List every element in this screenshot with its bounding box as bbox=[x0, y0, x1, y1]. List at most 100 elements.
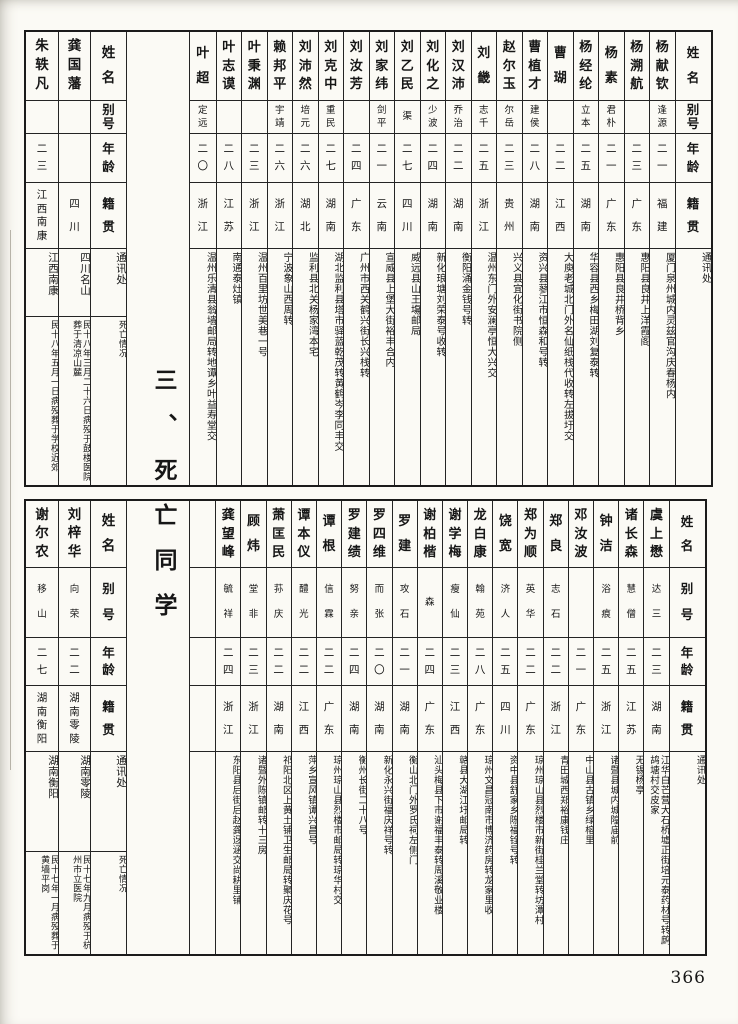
header-cell-alias: 别号 bbox=[669, 567, 705, 637]
cell-native: 浙江 bbox=[543, 685, 568, 751]
cell-age: 二二 bbox=[446, 133, 471, 182]
cell-age: 二〇 bbox=[367, 637, 392, 685]
person-column: 谭根信霖二二广东琼州琼山县烈楼市邮局转琼华村交 bbox=[315, 501, 342, 954]
cell-alias: 攻石 bbox=[392, 567, 417, 637]
cell-name: 刘沛然 bbox=[293, 32, 318, 100]
char-stack: 谭本仪 bbox=[297, 508, 311, 560]
char-stack: 刘梓华 bbox=[67, 506, 82, 560]
person-column: 刘沛然培元二六湖北监利县北关杨家湾本宅 bbox=[292, 32, 318, 485]
char-stack: 二六 bbox=[300, 143, 311, 173]
char-stack: 杨素 bbox=[604, 46, 618, 86]
cell-alias: 建侯 bbox=[522, 100, 547, 133]
cell-native: 四川 bbox=[395, 182, 420, 248]
cell-name: 杨素 bbox=[599, 32, 624, 100]
cell-native: 江西 bbox=[548, 182, 573, 248]
char-stack: 湖南 bbox=[651, 701, 662, 736]
char-stack: 杨溯航 bbox=[630, 39, 644, 93]
cell-address: 四川名山 bbox=[59, 248, 90, 316]
cell-native: 广东 bbox=[599, 182, 624, 248]
cell-alias: 移山 bbox=[26, 567, 58, 637]
cell-name: 罗建绩 bbox=[342, 501, 366, 567]
cell-address: 萍乡宣风镇谭兴昌号 bbox=[291, 751, 316, 954]
char-stack bbox=[625, 101, 650, 133]
char-stack: 刘畿 bbox=[477, 46, 491, 86]
vertical-text: 死亡情况 bbox=[117, 320, 126, 358]
char-stack bbox=[190, 638, 215, 685]
cell-age: 二六 bbox=[293, 133, 318, 182]
person-column: 叶秉渊二三浙江温州百里坊世美巷一号 bbox=[241, 32, 267, 485]
char-stack bbox=[344, 101, 369, 133]
cell-age: 二三 bbox=[442, 637, 468, 685]
cell-age: 二五 bbox=[471, 133, 496, 182]
cell-address: 衡阳涌金钱号转 bbox=[446, 248, 471, 485]
char-stack: 谢柏楷 bbox=[423, 508, 437, 560]
cell-alias bbox=[568, 567, 593, 637]
char-stack: 四川 bbox=[69, 198, 80, 233]
vertical-text: 民十七年九月病殁于杭州市立医院 bbox=[71, 855, 90, 950]
cell-age: 二四 bbox=[216, 637, 241, 685]
char-stack: 二一 bbox=[399, 647, 410, 676]
bottom-table: 谢尔农移山二七湖南衡阳湖南衡阳 民十七年一月病殁葬于黄墙平岗刘梓华向荣二二湖南零陵… bbox=[24, 499, 707, 956]
cell-age: 二一 bbox=[369, 133, 394, 182]
char-stack: 谢尔农 bbox=[35, 506, 49, 560]
char-stack: 向荣 bbox=[69, 584, 80, 621]
cell-alias bbox=[242, 100, 267, 133]
char-stack: 二二 bbox=[550, 647, 561, 676]
cell-address: 湖南零陵 bbox=[59, 751, 90, 851]
cell-name: 龙白康 bbox=[468, 501, 492, 567]
person-column: 谢柏楷森二四广东汕头梅县下市谢福丰泰转周溪敬业楼 bbox=[416, 501, 442, 954]
char-stack: 翰苑 bbox=[475, 584, 485, 621]
person-column: 叶超定远二〇浙江温州乐清县翁墙邮局转地谭乡叶益寿堂交 bbox=[190, 32, 216, 485]
char-stack: 龚国藩 bbox=[67, 38, 82, 93]
char-stack: 广东 bbox=[424, 701, 436, 736]
char-stack: 湖南 bbox=[529, 198, 541, 233]
char-stack: 重民 bbox=[325, 105, 336, 129]
char-stack: 二三 bbox=[651, 647, 662, 676]
char-stack: 培元 bbox=[300, 105, 310, 129]
cell-age: 二七 bbox=[318, 133, 343, 182]
cell-alias bbox=[624, 100, 650, 133]
vertical-text: 诸暨外陈镇邮转十三房 bbox=[255, 755, 266, 855]
cell-address: 惠阳县良井上洋霞阁 bbox=[624, 248, 649, 485]
person-column: 谢尔农移山二七湖南衡阳湖南衡阳 民十七年一月病殁葬于黄墙平岗 bbox=[26, 501, 58, 954]
cell-alias: 宇靖 bbox=[267, 100, 292, 133]
char-stack: 逢源 bbox=[657, 105, 667, 129]
cell-address bbox=[190, 751, 216, 954]
cell-alias: 醴光 bbox=[291, 567, 316, 637]
cell-native: 广东 bbox=[344, 182, 369, 248]
char-stack: 二一 bbox=[657, 143, 668, 173]
cell-death: 民十八年三月二十六日病殁于鼓楼医院葬于清凉山麓 bbox=[59, 316, 90, 485]
person-column: 刘化之少波二四湖南新化琅塘刘荣泰号收转 bbox=[419, 32, 445, 485]
cell-alias: 逢源 bbox=[650, 100, 675, 133]
vertical-text: 萍乡宣风镇谭兴昌号 bbox=[305, 755, 316, 845]
char-stack: 二四 bbox=[427, 143, 439, 173]
char-stack: 浙江 bbox=[478, 198, 490, 233]
cell-name: 诸长森 bbox=[619, 501, 643, 567]
char-stack: 慧僧 bbox=[626, 584, 637, 621]
char-stack: 刘汉沛 bbox=[451, 39, 465, 93]
person-column: 郑为顺英华二二广东琼州琼山县烈楼市新街桂兰堂转坊潭村 bbox=[517, 501, 543, 954]
char-stack: 二三 bbox=[449, 647, 461, 676]
vertical-text: 无锡杨亭 bbox=[633, 755, 644, 795]
cell-native: 广东 bbox=[417, 685, 442, 751]
cell-name: 曹植才 bbox=[523, 32, 548, 100]
cell-name: 杨溯航 bbox=[625, 32, 650, 100]
cell-native: 浙江 bbox=[242, 182, 267, 248]
char-stack: 罗建 bbox=[398, 514, 412, 554]
cell-age: 二三 bbox=[624, 133, 649, 182]
char-stack: 努亲 bbox=[349, 584, 359, 621]
cell-native: 福建 bbox=[650, 182, 675, 248]
char-stack: 志石 bbox=[550, 584, 561, 621]
person-column: 龚国藩四川四川名山 民十八年三月二十六日病殁于鼓楼医院葬于清凉山麓 bbox=[58, 32, 90, 485]
char-stack: 荪庆 bbox=[273, 584, 284, 621]
char-stack: 浙江 bbox=[550, 701, 561, 736]
cell-address: 宣威县上堡大街裕丰合内 bbox=[369, 248, 394, 485]
cell-address: 南通泰灶镇 bbox=[216, 248, 241, 485]
cell-name bbox=[190, 501, 215, 567]
cell-alias: 立本 bbox=[573, 100, 598, 133]
cell-age: 二五 bbox=[594, 637, 619, 685]
cell-native: 广东 bbox=[624, 182, 649, 248]
cell-age: 二八 bbox=[522, 133, 547, 182]
cell-age: 二二 bbox=[548, 133, 573, 182]
char-stack: 浴痕 bbox=[601, 584, 611, 621]
